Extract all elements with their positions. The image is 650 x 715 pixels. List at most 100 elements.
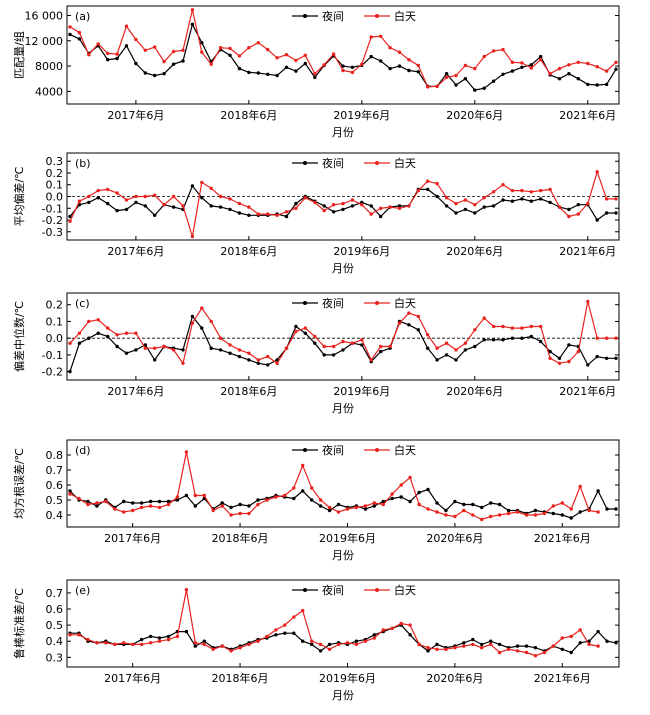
x-tick-label: 2021年6月 xyxy=(534,531,591,545)
data-point xyxy=(202,493,206,498)
data-point xyxy=(379,349,383,354)
data-point xyxy=(171,49,176,54)
data-point xyxy=(209,186,213,190)
data-point xyxy=(576,203,580,207)
data-point xyxy=(237,201,242,206)
data-point xyxy=(106,326,110,330)
data-point xyxy=(96,42,100,46)
legend-marker xyxy=(375,588,379,592)
data-point xyxy=(520,61,524,65)
data-point xyxy=(68,489,72,493)
data-point xyxy=(104,499,108,504)
data-point xyxy=(247,358,251,362)
data-point xyxy=(301,489,305,493)
data-point xyxy=(529,334,533,339)
data-point xyxy=(162,72,166,76)
data-point xyxy=(171,205,176,209)
data-point xyxy=(567,214,571,219)
data-point xyxy=(68,633,72,637)
data-point xyxy=(482,338,486,342)
data-point xyxy=(77,633,81,637)
data-point xyxy=(515,510,520,514)
data-point xyxy=(202,639,206,643)
data-point xyxy=(354,642,359,647)
data-point xyxy=(462,502,466,507)
data-point xyxy=(115,333,119,337)
y-axis-label: 鲁棒标准差/℃ xyxy=(12,588,26,659)
data-point xyxy=(139,501,144,505)
data-point xyxy=(193,504,197,508)
y-tick-label: -0.2 xyxy=(42,214,63,227)
data-point xyxy=(524,644,529,648)
data-point xyxy=(435,647,439,651)
data-point xyxy=(228,351,232,355)
data-point xyxy=(444,196,449,200)
data-point xyxy=(318,504,323,508)
series-line xyxy=(69,488,616,519)
panel-label: (b) xyxy=(75,157,91,170)
data-point xyxy=(407,311,411,315)
data-point xyxy=(462,644,466,648)
data-point xyxy=(426,85,430,89)
data-point xyxy=(283,631,287,635)
data-point xyxy=(529,190,533,194)
data-point xyxy=(175,634,180,639)
data-point xyxy=(491,190,496,194)
data-point xyxy=(303,196,307,200)
data-point xyxy=(331,203,336,207)
data-point xyxy=(435,510,439,514)
data-point xyxy=(471,502,475,507)
data-point xyxy=(310,642,314,647)
data-point xyxy=(397,64,402,68)
data-point xyxy=(567,359,571,364)
data-point xyxy=(310,486,314,490)
data-point xyxy=(171,348,176,352)
data-point xyxy=(454,211,458,215)
data-point xyxy=(238,646,242,650)
data-point xyxy=(228,207,232,212)
data-point xyxy=(491,204,496,208)
data-point xyxy=(310,498,314,502)
data-point xyxy=(77,199,82,203)
data-point xyxy=(209,204,213,208)
data-point xyxy=(331,344,336,349)
data-point xyxy=(157,505,162,510)
y-tick-label: -0.2 xyxy=(42,366,63,379)
series-day xyxy=(68,299,618,365)
data-point xyxy=(318,498,323,502)
data-point xyxy=(68,492,72,496)
y-tick-label: 0.4 xyxy=(46,635,64,648)
data-point xyxy=(247,511,251,516)
data-point xyxy=(220,504,224,508)
x-axis-label: 月份 xyxy=(332,262,354,275)
data-point xyxy=(390,496,394,501)
data-point xyxy=(397,204,402,208)
data-point xyxy=(595,65,599,69)
y-axis-label: 均方根误差/℃ xyxy=(12,448,26,519)
data-point xyxy=(533,646,538,650)
data-point xyxy=(175,495,180,499)
data-point xyxy=(294,329,298,334)
data-point xyxy=(604,356,609,360)
data-point xyxy=(202,642,206,647)
data-point xyxy=(578,510,582,514)
legend-marker xyxy=(375,14,379,18)
data-point xyxy=(578,628,582,632)
data-point xyxy=(200,50,204,54)
data-point xyxy=(184,588,189,592)
data-point xyxy=(266,354,270,359)
y-tick-label: -0.1 xyxy=(42,349,63,362)
data-point xyxy=(68,25,72,29)
y-tick-label: 4000 xyxy=(35,85,63,98)
data-point xyxy=(587,508,591,513)
data-point xyxy=(489,501,493,505)
data-point xyxy=(363,507,368,511)
data-point xyxy=(576,212,580,216)
legend-label: 夜间 xyxy=(322,583,344,597)
y-tick-label: 0.6 xyxy=(46,479,64,492)
data-point xyxy=(569,516,573,520)
plot-frame xyxy=(66,5,620,105)
data-point xyxy=(256,358,260,362)
data-point xyxy=(143,346,147,350)
data-point xyxy=(148,504,153,508)
